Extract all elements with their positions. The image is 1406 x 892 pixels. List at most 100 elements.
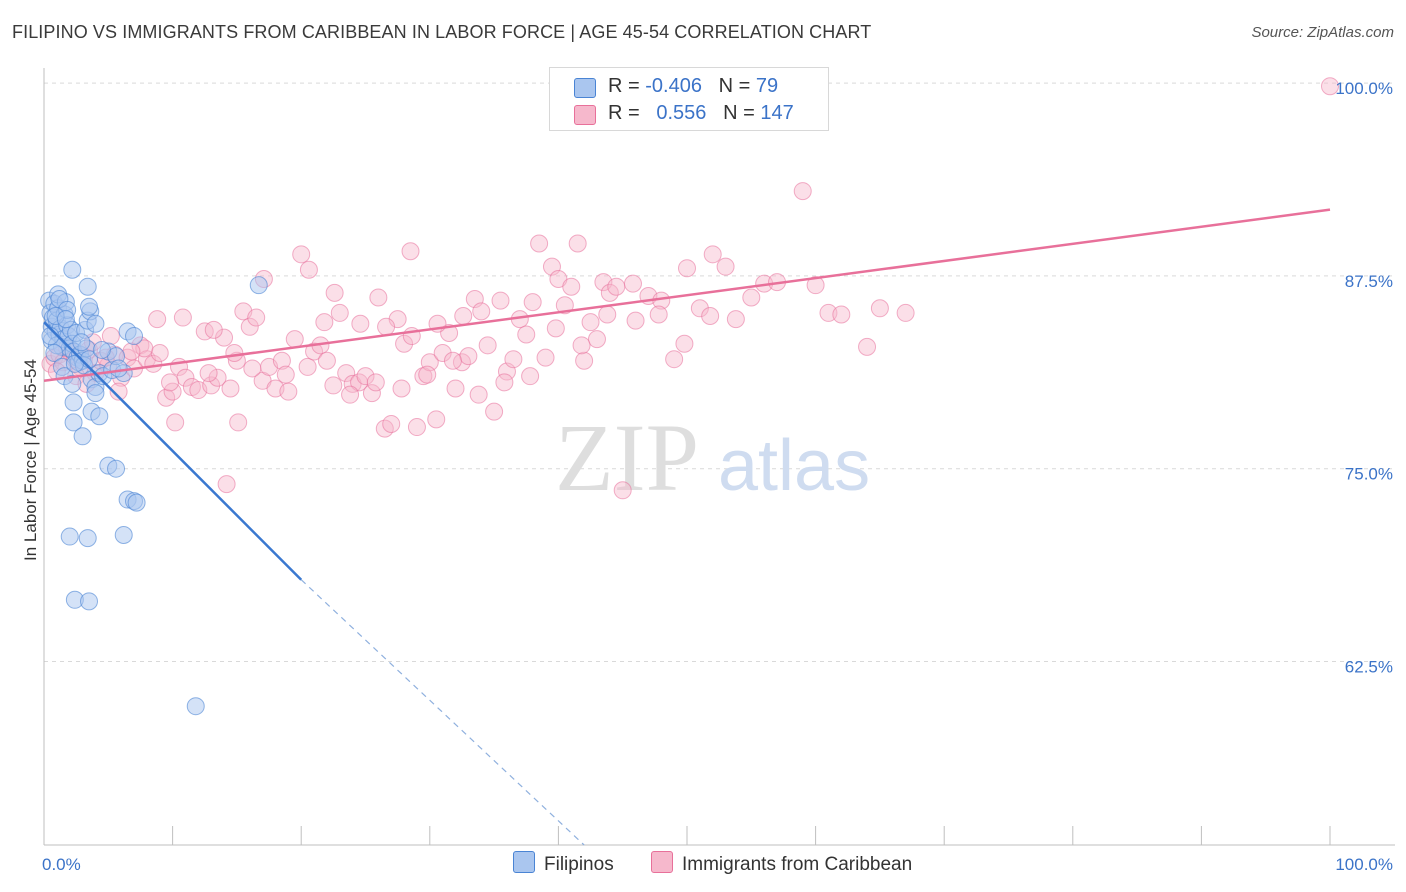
x-tick-label: 100.0% xyxy=(1335,855,1393,874)
data-point-filipinos xyxy=(86,384,105,403)
x-tick-label: 0.0% xyxy=(42,855,81,874)
data-point-caribbean xyxy=(665,350,684,369)
data-point-caribbean xyxy=(208,368,227,387)
data-point-caribbean xyxy=(649,305,668,324)
data-point-filipinos xyxy=(90,407,109,426)
data-point-caribbean xyxy=(530,234,549,253)
data-point-filipinos xyxy=(114,526,133,545)
bottom-legend-caribbean: Immigrants from Caribbean xyxy=(651,851,912,876)
legend-n-value-caribbean: 147 xyxy=(760,102,794,124)
data-point-caribbean xyxy=(858,337,877,356)
data-point-caribbean xyxy=(366,373,385,392)
data-point-caribbean xyxy=(122,342,141,361)
data-point-caribbean xyxy=(678,259,696,278)
data-point-caribbean xyxy=(819,303,838,322)
data-point-caribbean xyxy=(356,367,375,386)
data-point-caribbean xyxy=(896,303,915,322)
data-point-caribbean xyxy=(325,283,344,302)
data-point-caribbean xyxy=(221,379,240,398)
data-point-caribbean xyxy=(204,320,223,339)
data-point-filipinos xyxy=(64,413,83,432)
watermark: ZIP atlas xyxy=(555,404,870,511)
data-point-caribbean xyxy=(472,302,491,321)
data-point-caribbean xyxy=(870,299,889,318)
legend-n-value-filipinos: 79 xyxy=(755,75,779,97)
bottom-legend-swatch-caribbean xyxy=(651,851,673,873)
data-point-filipinos xyxy=(60,527,79,546)
data-point-caribbean xyxy=(375,419,394,438)
data-point-filipinos xyxy=(45,344,64,363)
data-point-caribbean xyxy=(148,310,167,329)
data-point-caribbean xyxy=(337,364,356,383)
data-point-filipinos xyxy=(125,327,144,346)
data-point-caribbean xyxy=(407,418,426,437)
data-point-caribbean xyxy=(351,314,370,333)
data-point-caribbean xyxy=(806,276,825,295)
data-point-filipinos xyxy=(64,393,83,412)
data-point-caribbean xyxy=(150,344,169,363)
data-point-filipinos xyxy=(65,354,84,373)
data-point-caribbean xyxy=(454,307,473,326)
data-point-caribbean xyxy=(495,373,514,392)
legend-text-caribbean: R = 0.556 N = 147 xyxy=(608,102,794,125)
data-point-caribbean xyxy=(504,350,523,369)
data-point-caribbean xyxy=(555,296,574,315)
data-point-caribbean xyxy=(491,291,510,310)
data-point-caribbean xyxy=(377,317,396,336)
data-point-caribbean xyxy=(240,317,259,336)
data-point-filipinos xyxy=(80,297,99,316)
data-point-caribbean xyxy=(623,274,642,293)
data-point-caribbean xyxy=(572,336,591,355)
data-point-caribbean xyxy=(793,182,812,201)
data-point-caribbean xyxy=(443,351,462,370)
watermark-atlas: atlas xyxy=(718,426,870,506)
data-point-caribbean xyxy=(330,303,349,322)
data-point-caribbean xyxy=(726,310,745,329)
data-point-caribbean xyxy=(485,402,504,421)
y-tick-label: 62.5% xyxy=(1345,657,1393,676)
legend-n-label: N = xyxy=(723,102,755,124)
data-point-caribbean xyxy=(161,373,180,392)
series-filipinos-points xyxy=(40,260,268,716)
legend-swatch-caribbean xyxy=(574,105,596,125)
data-point-filipinos xyxy=(186,697,205,716)
legend-text-filipinos: R = -0.406 N = 79 xyxy=(608,75,778,98)
data-point-filipinos xyxy=(249,276,268,295)
data-point-caribbean xyxy=(690,299,709,318)
data-point-caribbean xyxy=(546,319,565,338)
data-point-caribbean xyxy=(568,234,587,253)
data-point-caribbean xyxy=(742,288,761,307)
data-point-caribbean xyxy=(626,311,645,330)
tick-labels: 62.5% 75.0% 87.5% 100.0% 0.0% 100.0% xyxy=(42,79,1393,874)
data-point-filipinos xyxy=(63,260,82,279)
data-point-filipinos xyxy=(92,340,111,359)
trend-line-filipinos xyxy=(43,321,303,581)
data-point-caribbean xyxy=(418,365,437,384)
data-point-caribbean xyxy=(272,351,291,370)
data-point-caribbean xyxy=(173,308,192,327)
data-point-caribbean xyxy=(536,348,555,367)
data-point-caribbean xyxy=(832,305,851,324)
data-point-caribbean xyxy=(166,413,185,432)
data-point-caribbean xyxy=(523,293,542,312)
data-point-caribbean xyxy=(199,364,218,383)
data-point-caribbean xyxy=(217,475,236,494)
bottom-legend-label-filipinos: Filipinos xyxy=(544,854,614,875)
data-point-caribbean xyxy=(285,330,304,349)
watermark-zip: ZIP xyxy=(555,404,699,511)
legend-r-label: R = xyxy=(608,102,640,124)
data-point-caribbean xyxy=(716,257,735,276)
data-point-caribbean xyxy=(607,277,626,296)
bottom-legend-label-caribbean: Immigrants from Caribbean xyxy=(682,854,913,875)
data-point-caribbean xyxy=(341,385,360,404)
data-point-filipinos xyxy=(78,529,97,548)
data-point-caribbean xyxy=(276,365,295,384)
legend-swatch-filipinos xyxy=(574,78,596,98)
data-point-caribbean xyxy=(581,313,600,332)
data-point-caribbean xyxy=(109,382,128,401)
data-point-caribbean xyxy=(369,288,388,307)
data-point-caribbean xyxy=(392,379,411,398)
data-point-caribbean xyxy=(298,357,317,376)
legend-r-value-filipinos: -0.406 xyxy=(645,75,702,97)
data-point-filipinos xyxy=(107,459,126,478)
